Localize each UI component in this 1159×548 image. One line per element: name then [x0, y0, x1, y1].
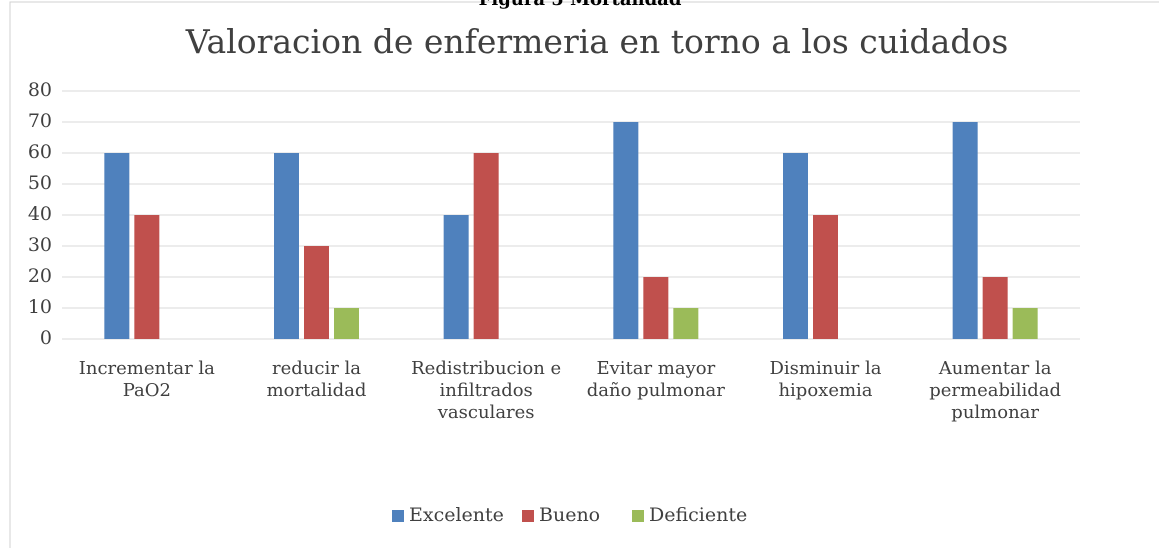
bar	[613, 122, 639, 339]
y-tick-label: 40	[28, 203, 52, 225]
x-tick-label: Disminuir la hipoxemia	[769, 358, 882, 401]
bar	[952, 122, 978, 339]
caption: Figura 5 Mortandad	[479, 0, 682, 10]
bar	[473, 153, 499, 339]
y-tick-label: 20	[28, 265, 52, 287]
y-tick-label: 80	[28, 79, 52, 101]
y-tick-label: 30	[28, 234, 52, 256]
bar	[134, 215, 160, 339]
y-tick-label: 10	[28, 296, 52, 318]
legend-label: Excelente	[409, 504, 504, 526]
bar	[304, 246, 329, 339]
y-tick-label: 50	[28, 172, 52, 194]
bar	[274, 153, 299, 339]
legend-swatch	[632, 510, 644, 522]
x-tick-label: Aumentar la permeabilidad pulmonar	[929, 358, 1062, 423]
bar	[643, 277, 669, 339]
x-tick-label: Redistribucion e infiltrados vasculares	[411, 358, 562, 423]
bar	[673, 308, 699, 339]
chart-border	[9, 1, 1159, 548]
legend-swatch	[392, 510, 404, 522]
legend-label: Bueno	[539, 504, 600, 526]
x-tick-label: Evitar mayor daño pulmonar	[586, 358, 725, 401]
bar	[1012, 308, 1038, 339]
y-tick-label: 70	[28, 110, 52, 132]
x-tick-label: Incrementar la PaO2	[78, 358, 215, 401]
y-tick-label: 60	[28, 141, 52, 163]
bar	[104, 153, 130, 339]
chart-title: Valoracion de enfermeria en torno a los …	[185, 22, 1009, 61]
bar	[982, 277, 1008, 339]
bar	[334, 308, 359, 339]
y-tick-label: 0	[40, 327, 52, 349]
legend-swatch	[522, 510, 534, 522]
bar	[783, 153, 808, 339]
x-tick-label: reducir la mortalidad	[266, 358, 367, 401]
bar	[813, 215, 838, 339]
legend-label: Deficiente	[649, 504, 747, 526]
bar	[443, 215, 469, 339]
